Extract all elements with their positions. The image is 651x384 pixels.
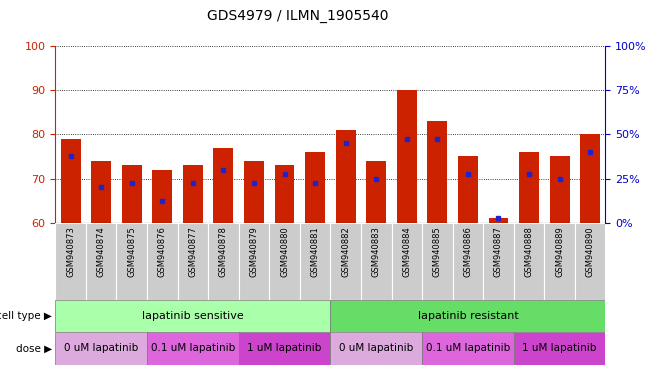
Text: 0 uM lapatinib: 0 uM lapatinib: [339, 343, 413, 354]
Bar: [428, 121, 447, 223]
Bar: [519, 152, 539, 223]
Bar: [270, 223, 300, 300]
Bar: [331, 223, 361, 300]
Bar: [61, 139, 81, 223]
Text: cell type ▶: cell type ▶: [0, 311, 52, 321]
Bar: [458, 157, 478, 223]
Bar: [391, 223, 422, 300]
Text: GDS4979 / ILMN_1905540: GDS4979 / ILMN_1905540: [207, 9, 389, 23]
Text: dose ▶: dose ▶: [16, 343, 52, 354]
Text: 0.1 uM lapatinib: 0.1 uM lapatinib: [426, 343, 510, 354]
Text: GSM940881: GSM940881: [311, 227, 320, 277]
Bar: [336, 130, 355, 223]
Bar: [422, 223, 452, 300]
Text: GSM940874: GSM940874: [97, 227, 105, 277]
Bar: [86, 223, 117, 300]
Bar: [91, 161, 111, 223]
Bar: [122, 166, 142, 223]
Bar: [331, 332, 422, 365]
Text: GSM940876: GSM940876: [158, 227, 167, 277]
Bar: [361, 223, 391, 300]
Bar: [55, 223, 86, 300]
Text: GSM940890: GSM940890: [586, 227, 594, 277]
Bar: [300, 223, 331, 300]
Bar: [488, 218, 508, 223]
Bar: [331, 300, 605, 332]
Bar: [214, 148, 233, 223]
Bar: [580, 134, 600, 223]
Text: 1 uM lapatinib: 1 uM lapatinib: [522, 343, 597, 354]
Text: GSM940882: GSM940882: [341, 227, 350, 277]
Bar: [514, 332, 605, 365]
Text: GSM940889: GSM940889: [555, 227, 564, 277]
Text: GSM940885: GSM940885: [433, 227, 442, 277]
Bar: [239, 223, 270, 300]
Text: GSM940877: GSM940877: [188, 227, 197, 277]
Text: GSM940875: GSM940875: [127, 227, 136, 277]
Bar: [178, 223, 208, 300]
Bar: [305, 152, 325, 223]
Text: lapatinib sensitive: lapatinib sensitive: [142, 311, 243, 321]
Bar: [244, 161, 264, 223]
Bar: [514, 223, 544, 300]
Bar: [275, 166, 294, 223]
Bar: [55, 300, 331, 332]
Text: 0 uM lapatinib: 0 uM lapatinib: [64, 343, 138, 354]
Text: GSM940880: GSM940880: [280, 227, 289, 277]
Bar: [397, 90, 417, 223]
Text: lapatinib resistant: lapatinib resistant: [417, 311, 518, 321]
Bar: [147, 223, 178, 300]
Text: 1 uM lapatinib: 1 uM lapatinib: [247, 343, 322, 354]
Bar: [147, 332, 239, 365]
Text: GSM940878: GSM940878: [219, 227, 228, 277]
Bar: [367, 161, 386, 223]
Bar: [208, 223, 239, 300]
Bar: [183, 166, 203, 223]
Bar: [55, 332, 147, 365]
Text: GSM940887: GSM940887: [494, 227, 503, 277]
Bar: [422, 332, 514, 365]
Bar: [575, 223, 605, 300]
Text: GSM940886: GSM940886: [464, 227, 473, 277]
Bar: [117, 223, 147, 300]
Bar: [239, 332, 331, 365]
Bar: [549, 157, 570, 223]
Text: 0.1 uM lapatinib: 0.1 uM lapatinib: [151, 343, 235, 354]
Text: GSM940873: GSM940873: [66, 227, 75, 277]
Text: GSM940888: GSM940888: [525, 227, 534, 277]
Bar: [452, 223, 483, 300]
Bar: [544, 223, 575, 300]
Text: GSM940879: GSM940879: [249, 227, 258, 277]
Text: GSM940883: GSM940883: [372, 227, 381, 277]
Bar: [483, 223, 514, 300]
Text: GSM940884: GSM940884: [402, 227, 411, 277]
Bar: [152, 170, 173, 223]
